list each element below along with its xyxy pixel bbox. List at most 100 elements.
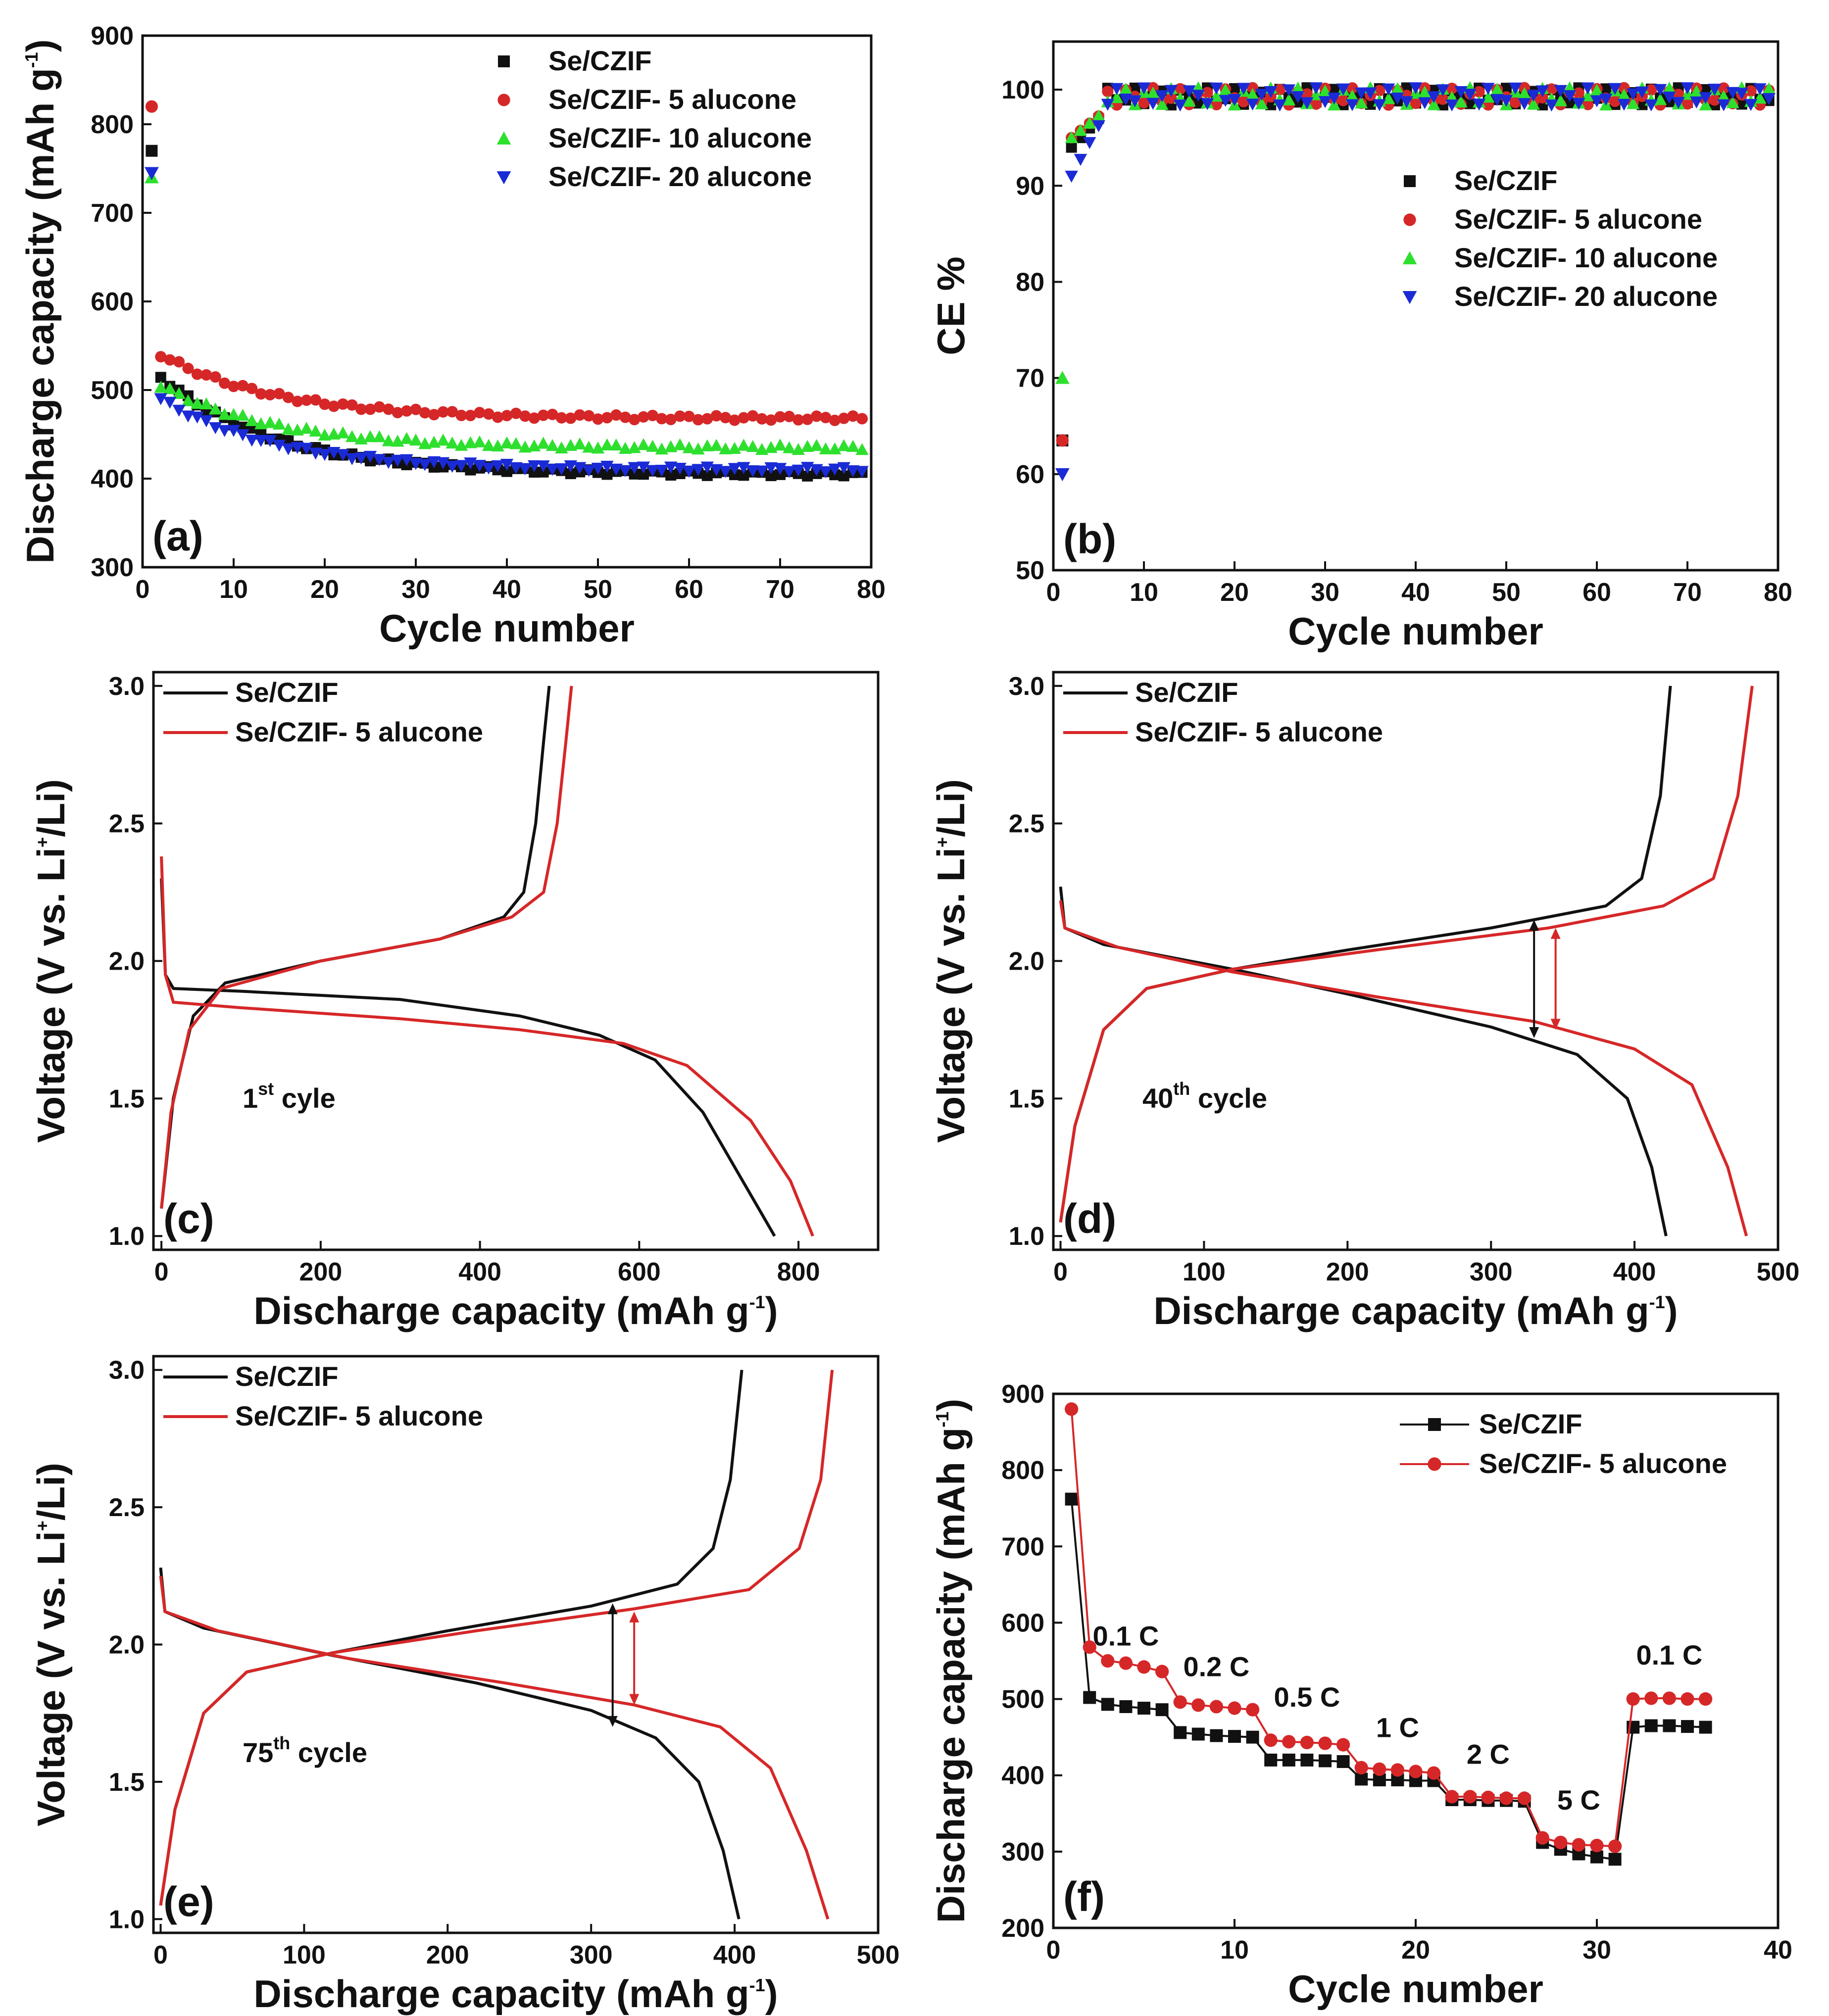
data-point: [855, 443, 869, 455]
annotation-number: 1: [243, 1082, 258, 1114]
data-point: [1590, 1838, 1604, 1853]
data-point: [1554, 94, 1567, 106]
y-tick-label: 300: [91, 553, 134, 582]
data-point: [528, 412, 540, 424]
data-point: [1083, 1691, 1096, 1704]
y-tick-label: 800: [1001, 1456, 1044, 1485]
plot-frame: [1052, 671, 1780, 1251]
data-point: [163, 382, 177, 394]
x-tick-label: 500: [857, 1941, 900, 1969]
data-point: [382, 457, 395, 469]
data-point: [1101, 1698, 1114, 1711]
legend-label: Se/CZIF- 5 alucone: [235, 1400, 483, 1431]
data-point: [173, 356, 185, 368]
label-superscript: -1: [749, 1975, 765, 1995]
panel-label: (b): [1063, 516, 1116, 562]
y-tick-label: 3.0: [1009, 672, 1044, 701]
data-point: [1518, 98, 1531, 110]
data-point: [1545, 99, 1558, 112]
series-0: [146, 145, 868, 482]
x-tick-label: 10: [219, 575, 248, 604]
y-tick-label: 2.0: [1009, 947, 1044, 976]
data-point: [373, 430, 386, 443]
data-point: [1382, 92, 1395, 104]
legend-label: Se/CZIF- 10 alucone: [548, 122, 812, 153]
data-point: [1590, 95, 1604, 107]
data-point: [1265, 99, 1277, 110]
data-point: [619, 465, 632, 477]
data-point: [1454, 95, 1468, 108]
data-point: [1129, 82, 1140, 94]
data-point: [264, 389, 276, 400]
data-point: [1409, 82, 1423, 95]
data-point: [601, 469, 613, 480]
data-point: [1736, 98, 1747, 110]
y-tick-label: 1.0: [109, 1222, 145, 1251]
series-2: [145, 170, 869, 455]
y-tick-label: 2.5: [109, 810, 145, 838]
y-tick-label: 100: [1001, 76, 1044, 104]
x-tick-label: 200: [1326, 1258, 1369, 1286]
y-tick-label: 300: [1001, 1838, 1044, 1867]
data-point: [1255, 97, 1269, 109]
data-point: [1590, 1850, 1603, 1864]
data-point: [546, 408, 558, 420]
data-point: [191, 411, 204, 424]
data-point: [1509, 97, 1521, 108]
data-point: [1400, 96, 1413, 108]
data-point: [1155, 1703, 1169, 1717]
y-tick-label: 60: [1016, 460, 1044, 489]
annotation-tail: cyle: [274, 1082, 336, 1114]
arrow-head: [607, 1716, 618, 1727]
data-point: [1481, 1790, 1495, 1805]
data-point: [237, 380, 248, 392]
data-point: [701, 470, 713, 481]
data-point: [283, 435, 294, 446]
x-tick-label: 20: [1401, 1936, 1430, 1965]
data-point: [491, 460, 504, 473]
data-point: [273, 388, 285, 399]
data-point: [199, 415, 213, 428]
label-superscript: -1: [21, 52, 42, 68]
data-point: [1391, 82, 1404, 95]
data-point: [518, 463, 532, 476]
y-tick-label: 600: [1001, 1609, 1044, 1637]
data-point: [1636, 99, 1648, 110]
data-point: [400, 432, 413, 444]
data-point: [1174, 83, 1186, 95]
data-point: [1264, 86, 1278, 98]
data-point: [1300, 1735, 1314, 1750]
data-point: [846, 440, 860, 452]
data-point: [1319, 1754, 1332, 1768]
data-point: [474, 406, 486, 419]
data-point: [1365, 98, 1376, 110]
label-part: CE %: [929, 256, 973, 355]
cycle-annotation: 75th cycle: [243, 1733, 367, 1768]
data-point: [1092, 120, 1105, 133]
data-point: [1373, 1762, 1386, 1776]
x-axis-label: Discharge capacity (mAh g-1): [253, 1972, 778, 2016]
data-point: [1572, 1838, 1586, 1852]
data-point: [1599, 94, 1613, 106]
rate-label: 1 C: [1376, 1712, 1419, 1743]
legend-label: Se/CZIF- 20 alucone: [548, 161, 812, 192]
data-point: [746, 465, 759, 478]
curve-charge: [1059, 686, 1754, 1223]
data-point: [783, 410, 795, 423]
data-point: [1210, 82, 1223, 95]
data-point: [1482, 83, 1495, 95]
arrow-head: [629, 1611, 640, 1623]
data-point: [1247, 82, 1259, 94]
data-point: [855, 466, 869, 478]
y-tick-label: 80: [1016, 268, 1044, 296]
y-tick-label: 3.0: [109, 1356, 145, 1385]
arrow-head: [1550, 1019, 1561, 1030]
data-point: [492, 411, 504, 423]
data-point: [1309, 82, 1323, 95]
data-point: [1536, 85, 1549, 98]
curve-discharge: [160, 856, 814, 1237]
data-point: [1490, 83, 1504, 95]
data-point: [810, 439, 823, 451]
data-point: [720, 412, 732, 424]
data-point: [1617, 88, 1631, 100]
